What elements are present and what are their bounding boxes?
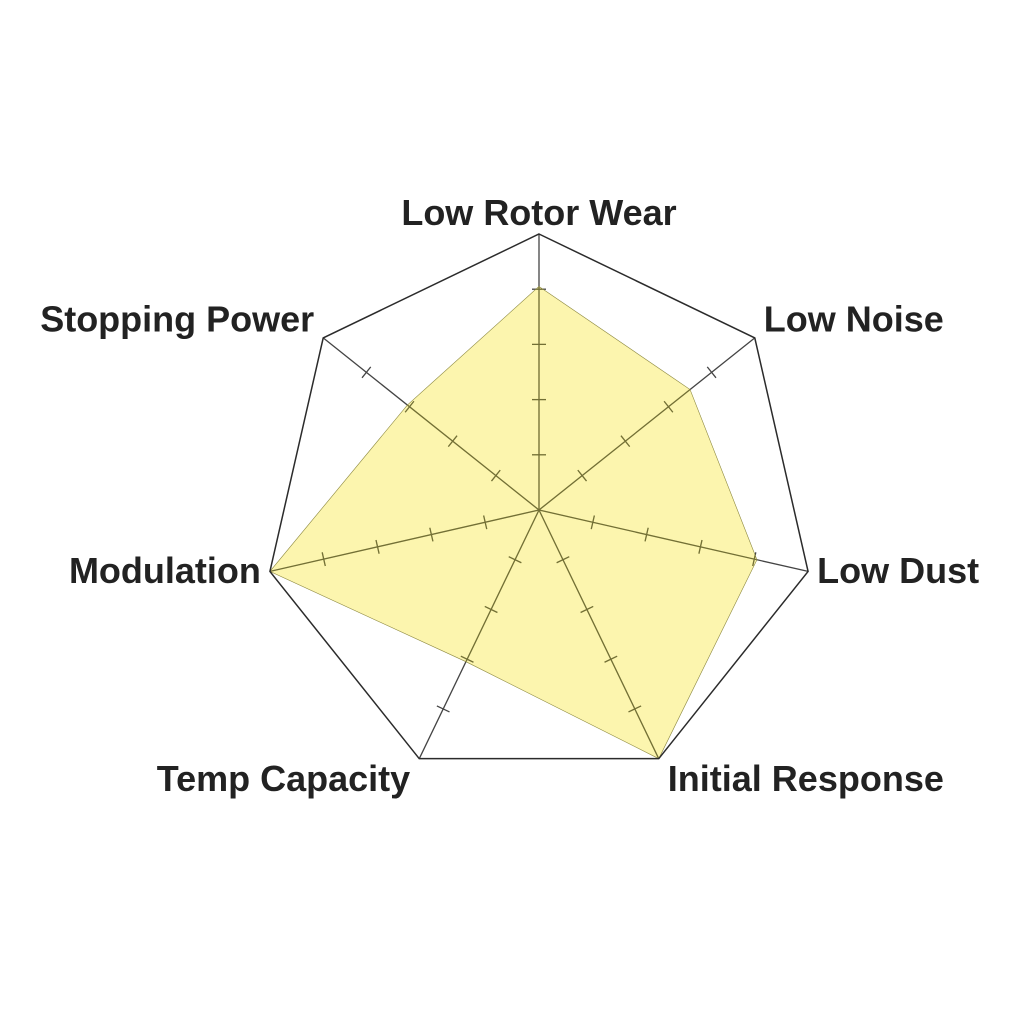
svg-text:Low Dust: Low Dust (817, 550, 979, 591)
svg-text:Stopping Power: Stopping Power (40, 298, 314, 339)
svg-text:Low Noise: Low Noise (764, 298, 944, 339)
svg-text:Initial Response: Initial Response (668, 758, 944, 799)
svg-text:Low Rotor Wear: Low Rotor Wear (401, 192, 676, 233)
svg-text:Modulation: Modulation (69, 550, 261, 591)
svg-text:Temp Capacity: Temp Capacity (157, 758, 410, 799)
